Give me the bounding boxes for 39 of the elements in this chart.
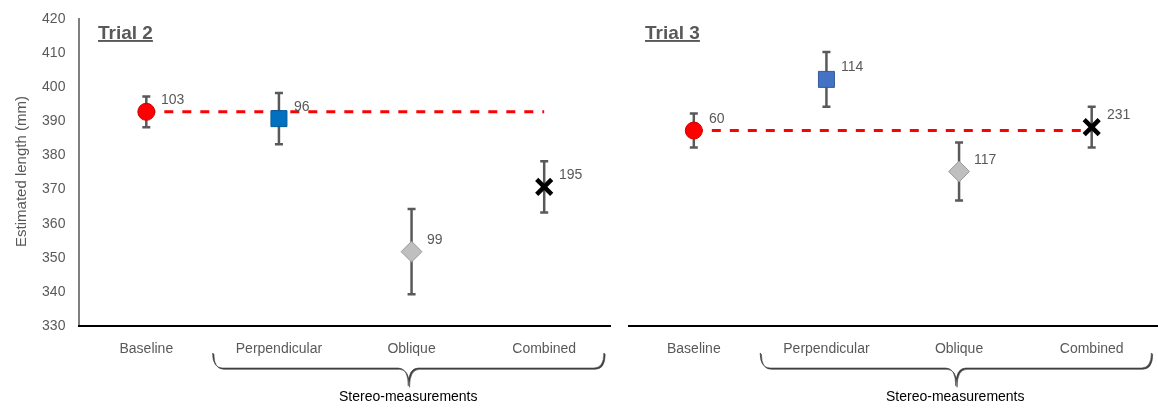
y-tick-label: 370 <box>42 180 66 197</box>
annotation: 114 <box>841 58 864 74</box>
annotation: 99 <box>427 231 443 247</box>
annotation: 60 <box>709 110 725 126</box>
chart-title: Trial 2 <box>98 22 153 43</box>
point <box>684 121 703 140</box>
point <box>534 177 554 197</box>
x-tick-label: Combined <box>512 339 577 356</box>
y-tick-label: 410 <box>42 44 66 61</box>
x-tick-label: Baseline <box>666 339 721 356</box>
point <box>137 102 156 121</box>
x-tick-label: Oblique <box>387 339 436 356</box>
y-tick-label: 330 <box>42 316 66 333</box>
y-tick-label: 340 <box>42 282 66 299</box>
chart-title: Trial 3 <box>645 22 700 43</box>
y-tick-label: 390 <box>42 112 66 129</box>
x-tick-label: Perpendicular <box>783 339 870 356</box>
annotation: 231 <box>1107 106 1131 122</box>
annotation: 117 <box>974 151 997 167</box>
point <box>817 70 835 88</box>
y-tick-label: 420 <box>42 9 66 26</box>
y-tick-label: 350 <box>42 248 66 265</box>
annotation: 103 <box>161 91 185 107</box>
x-tick-label: Combined <box>1059 339 1124 356</box>
y-tick-label: 360 <box>42 214 66 231</box>
y-axis-title: Estimated length (mm) <box>11 96 29 247</box>
x-tick-label: Oblique <box>934 339 984 356</box>
point <box>948 160 970 183</box>
x-tick-label: Baseline <box>119 339 174 356</box>
point <box>400 240 423 263</box>
annotation: 96 <box>294 98 310 114</box>
point <box>1081 117 1102 137</box>
text: Stereo-measurements <box>339 388 478 404</box>
x-tick-label: Perpendicular <box>235 339 323 356</box>
text: Stereo-measurements <box>886 388 1025 404</box>
point <box>270 110 288 128</box>
y-tick-label: 380 <box>42 146 66 163</box>
y-tick-label: 400 <box>42 78 66 95</box>
annotation: 195 <box>559 166 583 182</box>
